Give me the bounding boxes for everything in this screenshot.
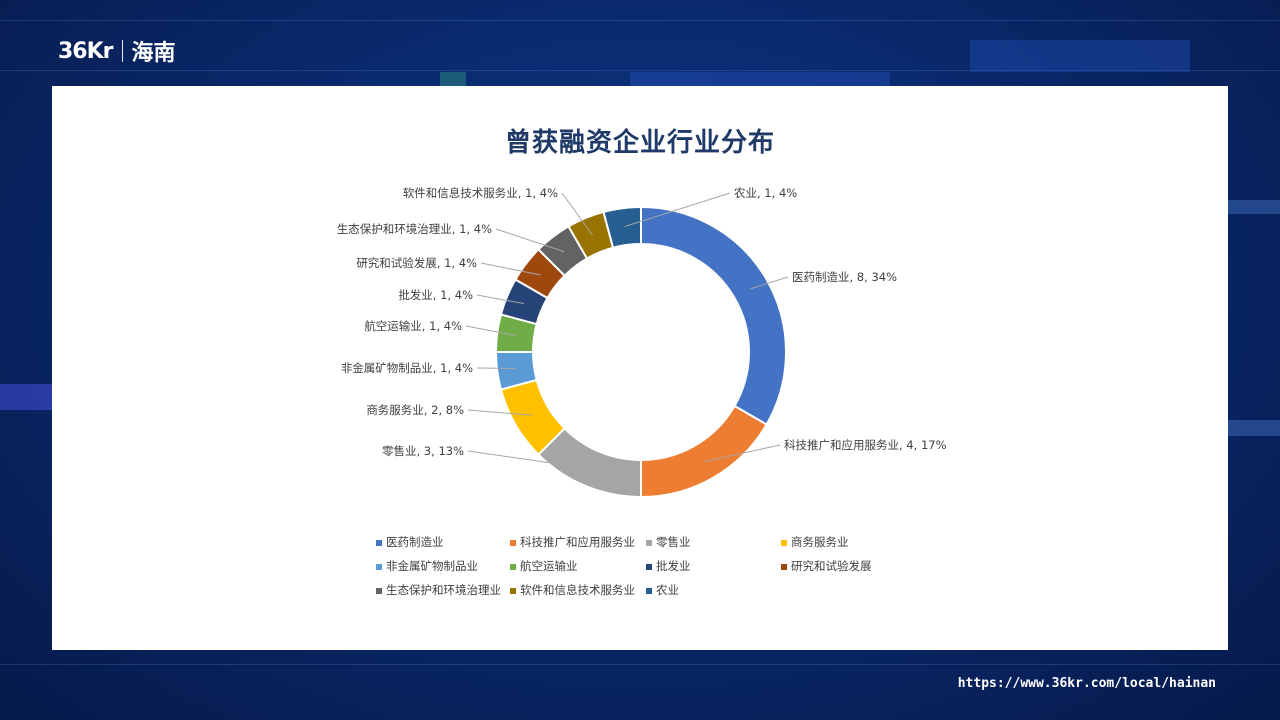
leader-line-9 [495, 228, 565, 253]
donut-slice-11 [602, 205, 642, 249]
data-label-8: 研究和试验发展, 1, 4% [356, 256, 477, 270]
data-label-9: 生态保护和环境治理业, 1, 4% [337, 222, 492, 236]
data-label-4: 商务服务业, 2, 8% [366, 403, 464, 417]
data-label-7: 批发业, 1, 4% [398, 288, 473, 302]
footer-url: https://www.36kr.com/local/hainan [957, 676, 1216, 691]
leader-line-5 [476, 367, 516, 370]
data-label-6: 航空运输业, 1, 4% [364, 319, 462, 333]
brand-header: 36Kr 海南 [58, 36, 176, 67]
legend-swatch-8 [781, 564, 787, 570]
legend-label-1: 医药制造业 [386, 535, 444, 549]
legend-label-8: 研究和试验发展 [791, 559, 872, 573]
data-label-2: 科技推广和应用服务业, 4, 17% [784, 438, 947, 452]
brand-logo: 36Kr [58, 38, 114, 64]
leader-line-3 [467, 450, 593, 470]
legend-label-11: 农业 [656, 583, 679, 597]
data-label-1: 医药制造业, 8, 34% [792, 270, 897, 284]
legend-swatch-1 [376, 540, 382, 546]
legend-label-7: 批发业 [656, 559, 691, 573]
legend-label-2: 科技推广和应用服务业 [520, 535, 635, 549]
leader-line-7 [476, 294, 525, 305]
legend-label-9: 生态保护和环境治理业 [386, 583, 501, 597]
brand-region: 海南 [131, 41, 176, 66]
data-label-3: 零售业, 3, 13% [382, 444, 464, 458]
legend-swatch-5 [376, 564, 382, 570]
legend-swatch-9 [376, 588, 382, 594]
leader-line-6 [465, 325, 516, 336]
legend-label-3: 零售业 [656, 535, 691, 549]
legend-label-5: 非金属矿物制品业 [386, 559, 478, 573]
leader-line-11 [624, 192, 731, 228]
legend-swatch-3 [646, 540, 652, 546]
legend-swatch-6 [510, 564, 516, 570]
legend-label-6: 航空运输业 [520, 559, 578, 573]
chart-card: 曾获融资企业行业分布 医药制造业, 8, 34% 科技推广和应用服务业, 4, 1… [52, 86, 1228, 650]
leader-line-8 [480, 262, 541, 276]
chart-title: 曾获融资企业行业分布 [504, 128, 775, 158]
leader-line-1 [750, 276, 789, 290]
brand-separator [121, 40, 123, 62]
donut-chart: 医药制造业, 8, 34% 科技推广和应用服务业, 4, 17% 零售业, 3, 1… [337, 186, 947, 597]
leader-line-4 [467, 409, 532, 416]
legend-label-4: 商务服务业 [791, 535, 849, 549]
data-label-11: 农业, 1, 4% [734, 186, 797, 200]
leader-line-2 [704, 444, 781, 463]
legend-swatch-10 [510, 588, 516, 594]
legend-swatch-2 [510, 540, 516, 546]
donut-slice-1 [640, 205, 787, 426]
leader-line-10 [561, 192, 593, 236]
donut-slice-2 [640, 404, 768, 499]
legend-swatch-7 [646, 564, 652, 570]
legend-swatch-11 [646, 588, 652, 594]
data-label-5: 非金属矿物制品业, 1, 4% [341, 361, 473, 375]
legend-label-10: 软件和信息技术服务业 [520, 583, 635, 597]
legend-swatch-4 [781, 540, 787, 546]
data-label-10: 软件和信息技术服务业, 1, 4% [403, 186, 558, 200]
